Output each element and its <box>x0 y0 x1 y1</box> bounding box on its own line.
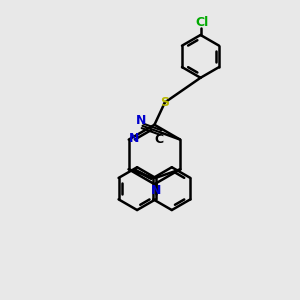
Text: N: N <box>136 114 146 127</box>
Text: Cl: Cl <box>195 16 208 29</box>
Text: C: C <box>154 133 164 146</box>
Text: N: N <box>151 184 161 197</box>
Text: S: S <box>160 96 169 109</box>
Text: N: N <box>129 132 139 145</box>
